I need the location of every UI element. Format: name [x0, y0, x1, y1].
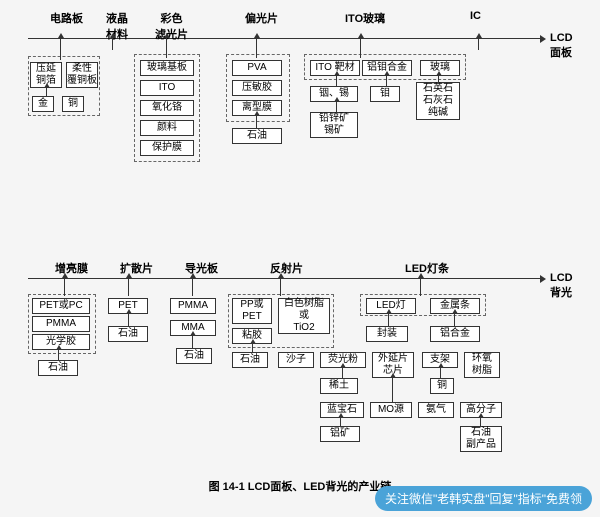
box-bot-9: PP或PET	[232, 298, 272, 324]
vline-top-11	[336, 102, 337, 112]
box-bot-12: 石油	[232, 352, 268, 368]
box-bot-25: MO源	[370, 402, 412, 418]
box-top-17: 钼	[370, 86, 400, 102]
vline-top-1	[112, 38, 113, 50]
top-cat-3: 偏光片	[245, 10, 278, 26]
label-lcd-backlight: LCD背光	[550, 272, 573, 300]
box-bot-0: PET或PC	[32, 298, 90, 314]
vline-bot-3	[280, 278, 281, 296]
box-bot-23: 铜	[430, 378, 454, 394]
vline-top-0	[60, 38, 61, 60]
box-bot-16: 封装	[366, 326, 408, 342]
vline-bot-9	[388, 314, 389, 326]
top-cat-0: 电路板	[50, 10, 83, 26]
vline-bot-12	[392, 378, 393, 402]
vline-bot-6	[128, 314, 129, 326]
axis-bottom	[28, 278, 540, 279]
diagram-canvas: LCD面板LCD背光电路板液晶材料彩色滤光片偏光片ITO玻璃IC增亮膜扩散片导光…	[0, 0, 600, 517]
vline-top-2	[166, 38, 167, 58]
box-top-4: 玻璃基板	[140, 60, 194, 76]
label-lcd-panel: LCD面板	[550, 32, 573, 60]
bot-cat-4: LED灯条	[405, 260, 449, 276]
box-top-9: PVA	[232, 60, 282, 76]
bot-cat-1: 扩散片	[120, 260, 153, 276]
box-top-5: ITO	[140, 80, 194, 96]
vline-top-10	[438, 76, 439, 82]
box-bot-17: 铝合金	[430, 326, 480, 342]
vline-bot-8	[252, 344, 253, 352]
box-bot-28: 铝矿	[320, 426, 360, 442]
box-bot-5: 石油	[108, 326, 148, 342]
axis-top	[28, 38, 540, 39]
vline-bot-11	[342, 368, 343, 378]
box-top-6: 氧化铬	[140, 100, 194, 116]
vline-bot-13	[440, 368, 441, 378]
promo-overlay: 关注微信"老韩实盘"回复"指标"免费领	[375, 486, 592, 511]
box-bot-10: 白色树脂或TiO2	[278, 298, 330, 334]
vline-bot-10	[454, 314, 455, 326]
vline-bot-7	[192, 336, 193, 348]
vline-bot-0	[64, 278, 65, 296]
box-top-3: 铜	[62, 96, 84, 112]
top-cat-2: 彩色滤光片	[155, 10, 188, 42]
vline-top-3	[256, 38, 257, 58]
vline-bot-4	[420, 278, 421, 296]
bot-cat-0: 增亮膜	[55, 260, 88, 276]
vline-bot-5	[58, 350, 59, 360]
box-bot-13: 沙子	[278, 352, 314, 368]
box-top-19: 铅锌矿锡矿	[310, 112, 358, 138]
vline-bot-15	[480, 418, 481, 426]
box-bot-21: 环氧树脂	[464, 352, 500, 378]
vline-bot-14	[340, 418, 341, 426]
top-cat-4: ITO玻璃	[345, 10, 385, 26]
vline-top-6	[46, 88, 47, 96]
vline-bot-1	[128, 278, 129, 296]
box-bot-29: 石油副产品	[460, 426, 502, 452]
box-top-1: 柔性覆铜板	[66, 62, 98, 88]
vline-top-4	[360, 38, 361, 58]
box-bot-6: PMMA	[170, 298, 216, 314]
box-bot-26: 氨气	[418, 402, 454, 418]
top-cat-5: IC	[470, 10, 481, 22]
vline-top-8	[336, 76, 337, 86]
box-top-8: 保护膜	[140, 140, 194, 156]
box-top-2: 金	[32, 96, 54, 112]
vline-bot-2	[192, 278, 193, 296]
vline-top-7	[256, 116, 257, 128]
box-bot-8: 石油	[176, 348, 212, 364]
vline-top-5	[478, 38, 479, 50]
box-top-12: 石油	[232, 128, 282, 144]
box-top-7: 颜料	[140, 120, 194, 136]
vline-top-9	[386, 76, 387, 86]
box-top-18: 石英石石灰石纯碱	[416, 82, 460, 120]
box-top-10: 压敏胶	[232, 80, 282, 96]
box-bot-3: 石油	[38, 360, 78, 376]
bot-cat-3: 反射片	[270, 260, 303, 276]
box-bot-1: PMMA	[32, 316, 90, 332]
box-bot-22: 稀土	[320, 378, 358, 394]
